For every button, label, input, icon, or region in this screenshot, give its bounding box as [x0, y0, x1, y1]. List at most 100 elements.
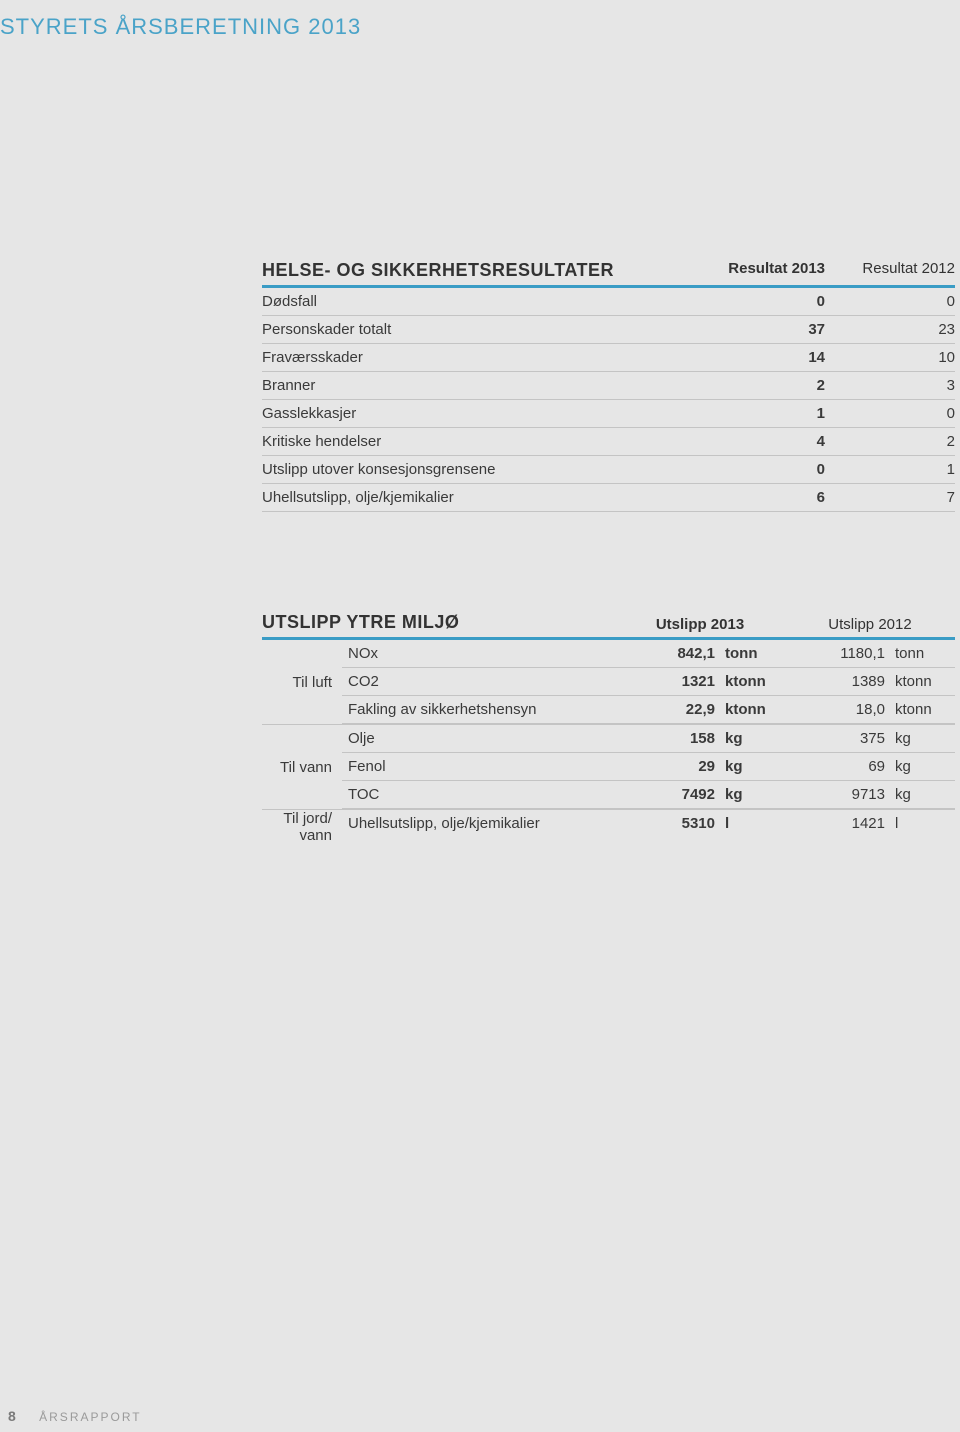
- table-row: Fakling av sikkerhetshensyn22,9ktonn18,0…: [342, 696, 955, 725]
- table-row: CO21321ktonn1389ktonn: [342, 668, 955, 696]
- row-label: CO2: [342, 673, 615, 690]
- env-rows: Uhellsutslipp, olje/kjemikalier5310l1421…: [342, 810, 955, 844]
- row-unit-2012: tonn: [885, 645, 955, 662]
- table-row: Uhellsutslipp, olje/kjemikalier5310l1421…: [342, 810, 955, 837]
- row-label: Olje: [342, 730, 615, 747]
- row-value-2012: 9713: [785, 786, 885, 803]
- row-unit-2013: l: [715, 815, 785, 832]
- row-label: Personskader totalt: [262, 321, 695, 338]
- env-category: Til luft: [262, 640, 342, 725]
- env-category: Til jord/ vann: [262, 810, 342, 844]
- row-value-2012: 3: [825, 377, 955, 394]
- row-value-2013: 2: [695, 377, 825, 394]
- row-value-2012: 69: [785, 758, 885, 775]
- hse-title: HELSE- OG SIKKERHETSRESULTATER: [262, 260, 695, 281]
- page-number: 8: [8, 1408, 16, 1424]
- env-group: Til luftNOx842,1tonn1180,1tonnCO21321kto…: [262, 640, 955, 725]
- content-area: HELSE- OG SIKKERHETSRESULTATER Resultat …: [262, 260, 955, 844]
- row-value-2013: 5310: [615, 815, 715, 832]
- table-row: Gasslekkasjer10: [262, 400, 955, 428]
- row-value-2013: 29: [615, 758, 715, 775]
- row-label: Uhellsutslipp, olje/kjemikalier: [342, 815, 615, 832]
- hse-col-2012: Resultat 2012: [825, 260, 955, 281]
- row-label: Dødsfall: [262, 293, 695, 310]
- env-col-2012: Utslipp 2012: [785, 616, 955, 633]
- table-row: Personskader totalt3723: [262, 316, 955, 344]
- row-value-2012: 0: [825, 293, 955, 310]
- row-value-2012: 2: [825, 433, 955, 450]
- row-value-2013: 1321: [615, 673, 715, 690]
- row-unit-2013: tonn: [715, 645, 785, 662]
- row-unit-2013: kg: [715, 786, 785, 803]
- row-value-2012: 18,0: [785, 701, 885, 718]
- row-label: Utslipp utover konsesjonsgrensene: [262, 461, 695, 478]
- table-row: Fraværsskader1410: [262, 344, 955, 372]
- env-category: Til vann: [262, 725, 342, 810]
- row-value-2013: 6: [695, 489, 825, 506]
- env-table: UTSLIPP YTRE MILJØ Utslipp 2013 Utslipp …: [262, 612, 955, 844]
- row-label: NOx: [342, 645, 615, 662]
- row-value-2013: 22,9: [615, 701, 715, 718]
- table-row: TOC7492kg9713kg: [342, 781, 955, 810]
- row-unit-2012: ktonn: [885, 701, 955, 718]
- row-value-2013: 0: [695, 293, 825, 310]
- env-group: Til jord/ vannUhellsutslipp, olje/kjemik…: [262, 810, 955, 844]
- env-col-2013: Utslipp 2013: [615, 616, 785, 633]
- table-row: Dødsfall00: [262, 288, 955, 316]
- row-value-2013: 1: [695, 405, 825, 422]
- hse-col-2013: Resultat 2013: [695, 260, 825, 281]
- row-unit-2012: l: [885, 815, 955, 832]
- row-label: Fakling av sikkerhetshensyn: [342, 701, 615, 718]
- row-value-2013: 14: [695, 349, 825, 366]
- row-value-2013: 37: [695, 321, 825, 338]
- table-row: Kritiske hendelser42: [262, 428, 955, 456]
- row-value-2012: 1389: [785, 673, 885, 690]
- table-row: Uhellsutslipp, olje/kjemikalier67: [262, 484, 955, 512]
- row-label: Fenol: [342, 758, 615, 775]
- hse-header-row: HELSE- OG SIKKERHETSRESULTATER Resultat …: [262, 260, 955, 288]
- hse-rows: Dødsfall00Personskader totalt3723Fraværs…: [262, 288, 955, 512]
- row-label: Fraværsskader: [262, 349, 695, 366]
- row-unit-2012: kg: [885, 786, 955, 803]
- env-rows: NOx842,1tonn1180,1tonnCO21321ktonn1389kt…: [342, 640, 955, 725]
- row-label: Uhellsutslipp, olje/kjemikalier: [262, 489, 695, 506]
- row-unit-2013: kg: [715, 730, 785, 747]
- env-title: UTSLIPP YTRE MILJØ: [262, 612, 615, 633]
- row-value-2012: 7: [825, 489, 955, 506]
- table-row: Olje158kg375kg: [342, 725, 955, 753]
- env-group: Til vannOlje158kg375kgFenol29kg69kgTOC74…: [262, 725, 955, 810]
- table-row: Branner23: [262, 372, 955, 400]
- row-label: Kritiske hendelser: [262, 433, 695, 450]
- row-value-2012: 10: [825, 349, 955, 366]
- page-title: STYRETS ÅRSBERETNING 2013: [0, 14, 361, 40]
- row-value-2012: 1421: [785, 815, 885, 832]
- row-unit-2012: kg: [885, 758, 955, 775]
- row-label: TOC: [342, 786, 615, 803]
- row-value-2012: 0: [825, 405, 955, 422]
- row-unit-2012: kg: [885, 730, 955, 747]
- row-value-2012: 23: [825, 321, 955, 338]
- hse-table: HELSE- OG SIKKERHETSRESULTATER Resultat …: [262, 260, 955, 512]
- row-label: Gasslekkasjer: [262, 405, 695, 422]
- row-value-2013: 842,1: [615, 645, 715, 662]
- row-value-2013: 0: [695, 461, 825, 478]
- row-unit-2012: ktonn: [885, 673, 955, 690]
- table-row: Utslipp utover konsesjonsgrensene01: [262, 456, 955, 484]
- table-row: NOx842,1tonn1180,1tonn: [342, 640, 955, 668]
- row-value-2012: 375: [785, 730, 885, 747]
- env-header-row: UTSLIPP YTRE MILJØ Utslipp 2013 Utslipp …: [262, 612, 955, 640]
- row-label: Branner: [262, 377, 695, 394]
- row-value-2013: 7492: [615, 786, 715, 803]
- footer-label: ÅRSRAPPORT: [39, 1410, 141, 1424]
- table-row: Fenol29kg69kg: [342, 753, 955, 781]
- row-value-2013: 4: [695, 433, 825, 450]
- row-unit-2013: ktonn: [715, 701, 785, 718]
- footer: 8 ÅRSRAPPORT: [8, 1408, 142, 1424]
- row-value-2012: 1: [825, 461, 955, 478]
- row-unit-2013: ktonn: [715, 673, 785, 690]
- env-rows: Olje158kg375kgFenol29kg69kgTOC7492kg9713…: [342, 725, 955, 810]
- row-value-2012: 1180,1: [785, 645, 885, 662]
- row-unit-2013: kg: [715, 758, 785, 775]
- env-body: Til luftNOx842,1tonn1180,1tonnCO21321kto…: [262, 640, 955, 844]
- row-value-2013: 158: [615, 730, 715, 747]
